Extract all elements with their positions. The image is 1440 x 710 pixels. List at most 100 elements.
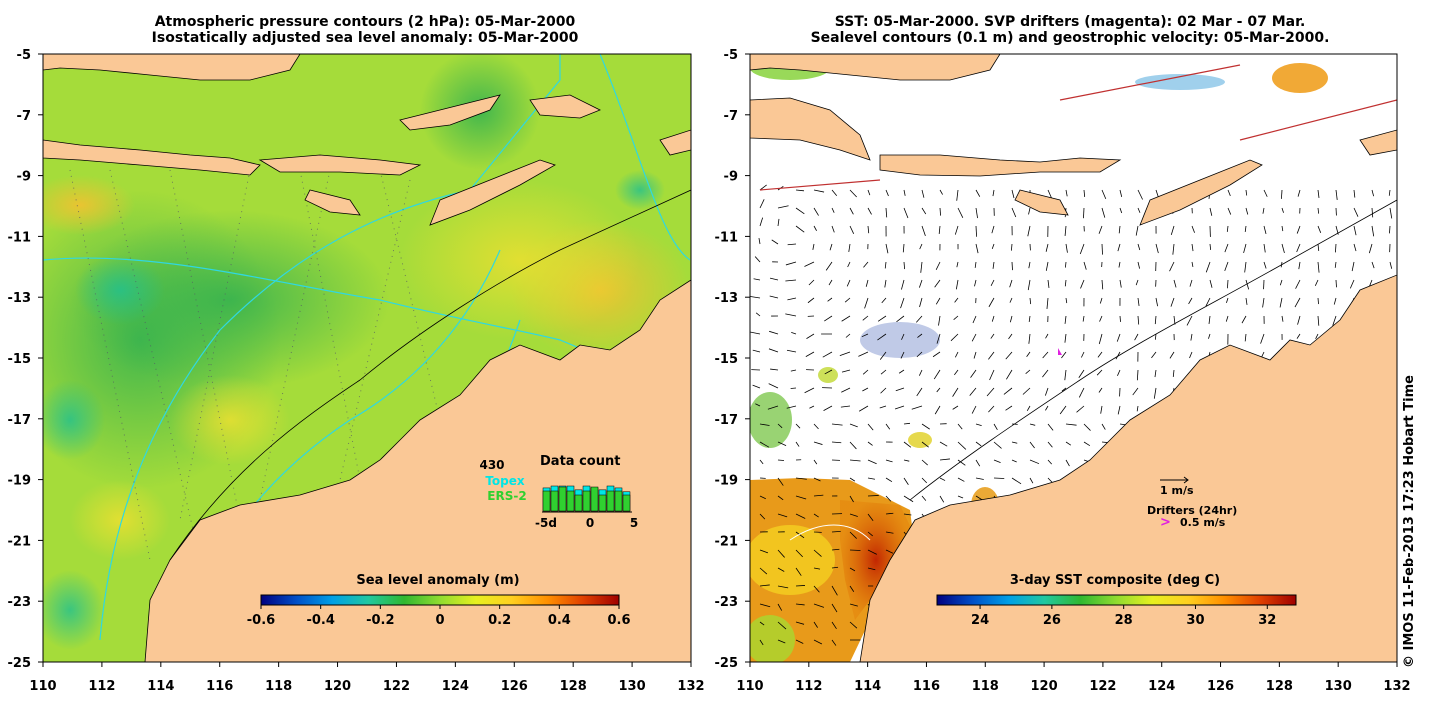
velocity-arrow [828, 279, 833, 286]
drifter-scale-symbol-icon: > [1160, 515, 1171, 530]
velocity-arrow [759, 567, 768, 575]
velocity-arrow [1191, 225, 1195, 233]
velocity-arrow [1099, 315, 1103, 322]
velocity-arrow [1281, 189, 1283, 199]
velocity-arrow [939, 495, 945, 503]
velocity-arrow [903, 459, 910, 462]
velocity-arrow [1064, 315, 1067, 324]
velocity-arrow [993, 477, 1005, 479]
velocity-arrow [786, 349, 797, 353]
velocity-arrow [900, 297, 905, 309]
velocity-arrow [1082, 315, 1085, 322]
velocity-arrow [1317, 297, 1319, 305]
x-tick-label: 128 [1266, 679, 1293, 694]
velocity-arrow [936, 387, 941, 393]
data-count-total: 430 [479, 458, 504, 472]
velocity-arrow [787, 243, 797, 246]
velocity-arrow [1011, 207, 1017, 218]
left-map [43, 54, 691, 662]
velocity-arrow [932, 351, 941, 358]
data-count-title: Data count [540, 454, 620, 469]
drifter-tracks [759, 64, 1397, 191]
velocity-arrow [957, 477, 965, 482]
velocity-arrow [759, 639, 764, 646]
velocity-arrow [777, 423, 783, 429]
velocity-arrow [795, 189, 805, 192]
velocity-arrow [1028, 261, 1031, 269]
velocity-arrow [939, 477, 946, 481]
velocity-arrow [885, 423, 891, 430]
satellite-tracks [69, 169, 441, 561]
velocity-arrow [988, 405, 995, 413]
velocity-arrow [1371, 189, 1375, 197]
velocity-arrow [885, 189, 889, 197]
velocity-arrow [752, 349, 761, 353]
velocity-arrow [921, 459, 928, 466]
velocity-arrow [1244, 225, 1247, 233]
velocity-arrow [921, 423, 930, 430]
velocity-arrow [1296, 333, 1301, 339]
velocity-arrow [954, 351, 959, 358]
velocity-arrow [936, 333, 941, 344]
y-tick-label: -11 [715, 230, 739, 245]
velocity-arrow [1065, 189, 1068, 197]
x-tick-label: 120 [1031, 679, 1058, 694]
velocity-arrow [877, 333, 887, 341]
velocity-arrow [1349, 279, 1355, 289]
velocity-arrow [1263, 225, 1267, 235]
velocity-arrow [1317, 207, 1320, 214]
velocity-arrow [1083, 261, 1087, 270]
velocity-arrow [885, 207, 888, 218]
velocity-arrow [786, 405, 797, 409]
velocity-arrow [1172, 369, 1175, 377]
velocity-arrow [956, 189, 959, 201]
velocity-arrow [831, 639, 837, 646]
colorbar-tick-label: 24 [971, 613, 989, 628]
ers2-count-bar [622, 494, 631, 512]
velocity-arrow [758, 237, 761, 245]
velocity-arrow [1083, 207, 1085, 219]
timor-island [429, 159, 556, 226]
velocity-arrow [759, 495, 766, 500]
velocity-scale-label: 1 m/s [1160, 484, 1194, 497]
velocity-arrow [862, 369, 869, 375]
velocity-arrow [1029, 423, 1036, 426]
velocity-arrow [973, 351, 977, 359]
velocity-arrow [759, 549, 769, 554]
velocity-arrow [1353, 189, 1356, 198]
velocity-arrow [885, 512, 894, 515]
velocity-arrow [1334, 261, 1337, 268]
y-tick-label: -21 [715, 534, 739, 549]
velocity-arrow [825, 261, 833, 271]
velocity-arrow [1190, 333, 1193, 341]
velocity-arrow [975, 459, 981, 467]
velocity-arrow [846, 279, 851, 287]
velocity-arrow [759, 441, 770, 448]
velocity-arrow [849, 513, 858, 517]
velocity-arrow [767, 405, 779, 410]
velocity-arrow [813, 189, 825, 193]
velocity-arrow [1189, 279, 1193, 287]
velocity-arrow [938, 315, 941, 326]
velocity-arrow [750, 296, 761, 299]
velocity-arrow [867, 531, 873, 537]
velocity-arrow [867, 225, 870, 234]
velocity-arrow [1279, 297, 1283, 308]
velocity-arrow [831, 189, 838, 197]
x-tick-label: 126 [1207, 679, 1234, 694]
velocity-arrow [1332, 315, 1337, 326]
velocity-arrow [759, 199, 765, 209]
velocity-arrow [1186, 315, 1193, 326]
x-tick-label: 112 [795, 679, 822, 694]
y-tick-label: -25 [715, 656, 739, 671]
velocity-arrow [808, 279, 815, 286]
velocity-arrow [795, 531, 805, 539]
velocity-arrow [865, 279, 869, 287]
velocity-arrow [862, 315, 869, 321]
velocity-arrow [1170, 297, 1175, 307]
velocity-arrow [849, 441, 857, 450]
velocity-arrow [1011, 459, 1017, 463]
y-tick-label: -19 [8, 474, 32, 489]
velocity-arrow [812, 243, 815, 250]
